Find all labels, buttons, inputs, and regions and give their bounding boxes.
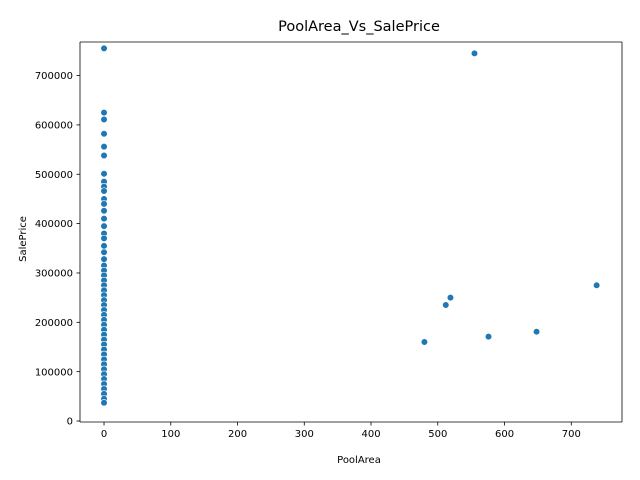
scatter-point <box>100 130 108 138</box>
x-axis-label: PoolArea <box>337 455 381 466</box>
scatter-point <box>100 248 108 256</box>
x-tick-label: 200 <box>228 429 247 440</box>
scatter-point <box>100 207 108 215</box>
y-axis-label: SalePrice <box>18 216 29 262</box>
scatter-point <box>100 234 108 243</box>
x-tick-label: 400 <box>361 429 380 440</box>
scatter-point <box>100 399 108 407</box>
scatter-point <box>532 328 541 336</box>
scatter-point <box>100 255 108 263</box>
scatter-point <box>446 294 455 302</box>
y-tick-label: 100000 <box>35 367 73 378</box>
scatter-point <box>420 338 429 346</box>
x-tick-label: 600 <box>495 429 514 440</box>
y-axis-ticks: 0 100000 200000 300000 400000 500000 600000 700… <box>35 71 80 428</box>
x-axis-ticks: 0 100 200 300 400 500 600 700 <box>101 422 581 440</box>
scatter-point <box>100 187 108 195</box>
y-tick-label: 400000 <box>35 219 73 230</box>
y-tick-label: 600000 <box>35 121 73 132</box>
y-tick-label: 0 <box>67 417 73 428</box>
x-tick-label: 500 <box>428 429 447 440</box>
axes <box>79 41 623 423</box>
scatter-point <box>100 222 108 230</box>
y-tick-label: 200000 <box>35 318 73 329</box>
data-points <box>100 44 601 407</box>
y-tick-label: 700000 <box>35 71 73 82</box>
scatter-point <box>100 242 108 250</box>
scatter-point <box>100 215 108 223</box>
scatter-point <box>100 200 108 208</box>
scatter-point <box>100 44 108 53</box>
scatter-point <box>100 108 108 117</box>
x-tick-label: 300 <box>295 429 314 440</box>
scatter-point <box>470 49 479 57</box>
chart-title: PoolArea_Vs_SalePrice <box>278 19 440 35</box>
y-tick-label: 300000 <box>35 269 73 280</box>
scatter-point <box>100 151 108 160</box>
scatter-point <box>484 333 493 341</box>
x-tick-label: 100 <box>161 429 180 440</box>
scatter-point <box>100 170 108 178</box>
y-tick-label: 500000 <box>35 170 73 181</box>
scatter-point <box>100 115 108 124</box>
scatter-point <box>100 143 108 151</box>
x-tick-label: 700 <box>562 429 581 440</box>
scatter-point <box>593 281 601 289</box>
x-tick-label: 0 <box>101 429 107 440</box>
scatter-point <box>442 301 450 309</box>
